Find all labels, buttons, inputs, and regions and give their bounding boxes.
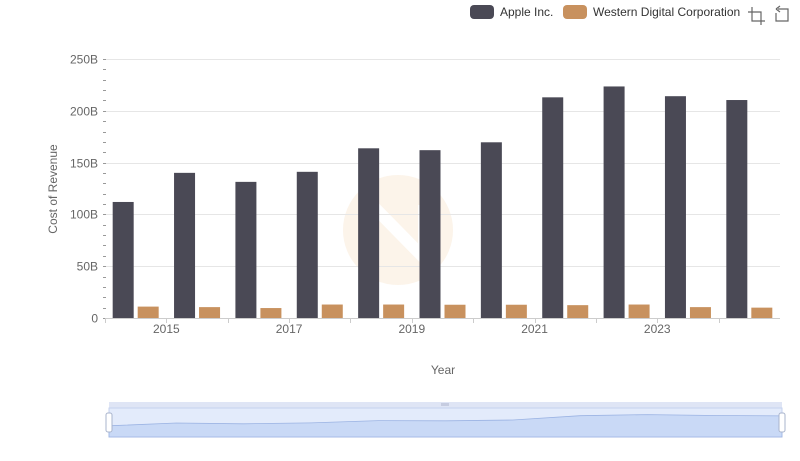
x-tick-label: 2021 xyxy=(521,322,548,336)
y-axis-minor-ticks xyxy=(103,59,106,319)
x-axis-ticks: 2015 2017 2019 2021 2023 xyxy=(105,318,720,336)
grip-icon[interactable] xyxy=(441,403,449,406)
bar-apple-2017[interactable] xyxy=(296,171,318,318)
y-axis-tick-labels: 0 50B 100B 150B 200B 250B xyxy=(70,53,98,326)
bar-western-digital-2019[interactable] xyxy=(444,304,466,318)
x-axis-title: Year xyxy=(431,363,455,377)
legend-label-western-digital[interactable]: Western Digital Corporation xyxy=(593,5,740,19)
x-tick-label: 2017 xyxy=(276,322,303,336)
bar-western-digital-2014[interactable] xyxy=(137,306,159,318)
navigator-right-handle[interactable] xyxy=(778,412,786,433)
undo-icon[interactable] xyxy=(775,5,789,22)
legend-swatch-western-digital[interactable] xyxy=(563,5,587,19)
y-tick-label: 250B xyxy=(70,53,98,67)
navigator-top-bar[interactable] xyxy=(109,402,782,408)
y-axis-title: Cost of Revenue xyxy=(46,144,60,234)
navigator-series-area xyxy=(108,414,783,438)
bar-apple-2015[interactable] xyxy=(174,172,196,318)
y-tick-label: 150B xyxy=(70,157,98,171)
legend-swatch-apple[interactable] xyxy=(470,5,494,19)
bar-apple-2014[interactable] xyxy=(112,201,134,318)
bar-apple-2020[interactable] xyxy=(480,142,502,318)
y-tick-label: 100B xyxy=(70,208,98,222)
y-tick-label: 200B xyxy=(70,105,98,119)
bar-apple-2019[interactable] xyxy=(419,150,441,318)
x-tick-label: 2015 xyxy=(153,322,180,336)
crop-zoom-icon[interactable] xyxy=(748,7,765,25)
bar-apple-2023[interactable] xyxy=(664,96,686,318)
bar-western-digital-2017[interactable] xyxy=(321,304,343,318)
bar-apple-2024[interactable] xyxy=(726,100,748,318)
legend-label-apple[interactable]: Apple Inc. xyxy=(500,5,553,19)
bar-western-digital-2022[interactable] xyxy=(628,304,650,318)
legend[interactable]: Apple Inc. Western Digital Corporation xyxy=(470,5,740,19)
bar-apple-2018[interactable] xyxy=(358,148,380,318)
bar-western-digital-2023[interactable] xyxy=(689,307,711,318)
bar-apple-2016[interactable] xyxy=(235,181,257,318)
bar-western-digital-2015[interactable] xyxy=(199,307,221,318)
bar-western-digital-2016[interactable] xyxy=(260,308,282,318)
bar-apple-2022[interactable] xyxy=(603,86,625,318)
navigator-left-handle[interactable] xyxy=(105,412,113,433)
bar-western-digital-2018[interactable] xyxy=(383,304,405,318)
bar-western-digital-2020[interactable] xyxy=(505,304,527,318)
y-tick-label: 0 xyxy=(91,312,98,326)
data-zoom-navigator[interactable] xyxy=(105,402,786,438)
bar-apple-2021[interactable] xyxy=(542,97,564,318)
bars xyxy=(112,86,773,318)
bar-western-digital-2024[interactable] xyxy=(751,307,773,318)
x-tick-label: 2023 xyxy=(644,322,671,336)
bar-western-digital-2021[interactable] xyxy=(567,305,589,318)
x-tick-label: 2019 xyxy=(398,322,425,336)
y-tick-label: 50B xyxy=(77,260,98,274)
